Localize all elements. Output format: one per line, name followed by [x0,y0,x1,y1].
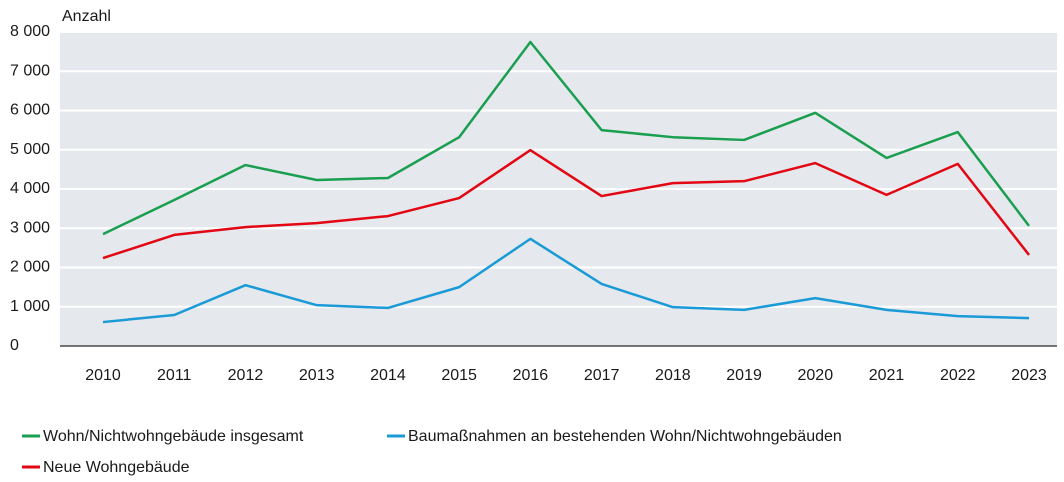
y-tick-label: 1 000 [10,298,50,315]
x-tick-label: 2017 [584,367,620,384]
y-tick-label: 0 [10,337,19,354]
x-tick-label: 2010 [85,367,121,384]
y-tick-label: 2 000 [10,259,50,276]
x-tick-label: 2019 [726,367,762,384]
y-tick-label: 3 000 [10,219,50,236]
y-axis-label: Anzahl [62,8,111,25]
x-tick-label: 2022 [940,367,976,384]
y-tick-label: 8 000 [10,23,50,40]
x-tick-label: 2012 [228,367,264,384]
x-tick-label: 2023 [1011,367,1047,384]
x-tick-label: 2015 [441,367,477,384]
y-tick-label: 6 000 [10,102,50,119]
x-tick-label: 2021 [869,367,905,384]
series-line [102,237,1030,324]
x-tick-label: 2020 [798,367,834,384]
legend-label: Wohn/Nichtwohngebäude insgesamt [43,428,304,445]
legend-label: Baumaßnahmen an bestehenden Wohn/Nichtwo… [408,428,842,445]
x-tick-label: 2013 [299,367,335,384]
x-tick-label: 2016 [513,367,549,384]
series-line [102,148,1030,260]
legend-label: Neue Wohngebäude [43,459,190,476]
y-tick-label: 5 000 [10,141,50,158]
y-tick-label: 4 000 [10,180,50,197]
x-tick-label: 2014 [370,367,406,384]
series-line [102,40,1030,236]
y-tick-label: 7 000 [10,62,50,79]
x-tick-label: 2018 [655,367,691,384]
x-tick-label: 2011 [157,367,192,384]
